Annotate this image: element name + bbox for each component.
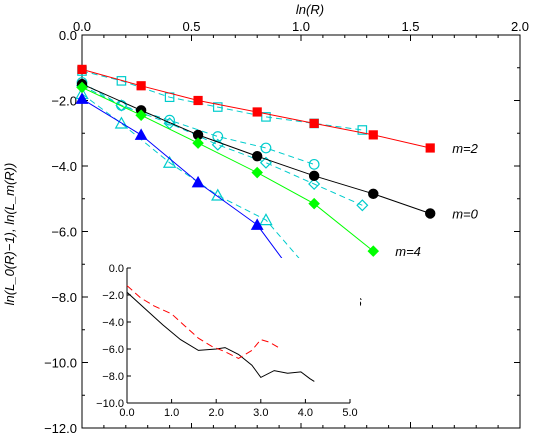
data-point	[212, 102, 223, 112]
data-point	[192, 137, 204, 149]
series-open-circle	[76, 77, 320, 170]
data-point	[251, 166, 263, 179]
main-plot: 0.0 0.5 1.0 1.5 2.0 0.0 −2.0 −4.0 −6.0 −8.0 −10.0 −…	[44, 19, 529, 436]
inset-background	[97, 258, 360, 423]
data-point	[211, 188, 225, 201]
series-line	[81, 70, 363, 131]
y-axis-label: ln(L_0(R)−1), ln(L_m(R))	[2, 163, 17, 306]
data-point	[252, 150, 263, 162]
inset-x-tick-label: 5.0	[342, 407, 357, 419]
x-tick-label: 1.0	[292, 19, 310, 34]
series-m-2: m=2	[77, 64, 479, 156]
data-point	[260, 142, 272, 154]
x-axis-label: ln(R)	[296, 2, 324, 17]
data-point	[259, 156, 273, 169]
data-point	[252, 107, 262, 117]
data-point	[193, 95, 203, 106]
y-tick-label: 0.0	[59, 28, 77, 43]
x-tick-label: 0.5	[182, 19, 200, 34]
series-label: m=2	[452, 141, 478, 156]
data-point	[134, 128, 148, 140]
data-point	[191, 175, 205, 188]
inset-y-tick-label: −4.0	[102, 317, 124, 329]
data-point	[135, 109, 147, 122]
inset-y-tick-label: 0.0	[109, 263, 124, 275]
series-line	[81, 86, 374, 252]
data-point	[116, 76, 127, 86]
data-point	[308, 158, 320, 170]
data-point	[425, 143, 435, 153]
y-tick-label: −8.0	[51, 290, 77, 305]
inset-series-black	[126, 291, 315, 382]
y-tick-label: −12.0	[44, 421, 77, 436]
data-point	[212, 131, 224, 142]
inset-x-tick-label: 3.0	[253, 407, 268, 419]
data-point	[261, 112, 271, 122]
data-point	[367, 245, 380, 257]
series-m-0: m=0	[76, 78, 479, 221]
x-tick-label: 2.0	[511, 19, 529, 34]
inset-plot: 0.0 1.0 2.0 3.0 4.0 5.0 0.0 −2.0 −4.0 −6.0 −8.0 −10…	[96, 258, 360, 423]
series-label: m=4	[395, 244, 421, 259]
inset-x-tick-label: 2.0	[209, 407, 224, 419]
data-point	[162, 155, 177, 168]
data-point	[114, 116, 129, 129]
data-point	[368, 130, 378, 140]
x-tick-label: 1.5	[401, 19, 419, 34]
inset-y-tick-label: −6.0	[102, 344, 124, 356]
data-point	[309, 118, 319, 129]
data-point	[115, 99, 128, 112]
data-point	[308, 177, 321, 191]
data-point	[75, 92, 89, 104]
series-label: m=0	[452, 206, 478, 221]
data-point	[368, 188, 379, 200]
data-point	[259, 213, 273, 226]
y-tick-label: −4.0	[51, 159, 77, 174]
data-point	[136, 81, 146, 91]
inset-x-tick-label: 0.0	[119, 407, 134, 419]
inset-series-red-dashed	[126, 285, 279, 359]
inset-y-tick-label: −8.0	[102, 371, 124, 383]
data-point	[250, 218, 264, 230]
inset-y-tick-label: −2.0	[102, 290, 124, 302]
y-tick-label: −6.0	[51, 225, 77, 240]
series-open-diamond	[75, 79, 369, 212]
inset-y-tick-label: −10.0	[96, 398, 124, 410]
data-point	[308, 170, 320, 182]
series-line	[81, 82, 315, 165]
x-tick-label: 0.0	[73, 19, 91, 34]
series-m-4: m=4	[76, 81, 421, 259]
data-point	[308, 197, 320, 210]
y-tick-label: −2.0	[51, 94, 77, 109]
y-tick-label: −10.0	[44, 356, 77, 371]
data-point	[357, 125, 368, 135]
data-point	[425, 208, 436, 219]
inset-x-tick-label: 4.0	[298, 407, 313, 419]
data-point	[77, 64, 87, 74]
data-point	[356, 199, 369, 212]
inset-x-tick-label: 1.0	[164, 407, 179, 419]
